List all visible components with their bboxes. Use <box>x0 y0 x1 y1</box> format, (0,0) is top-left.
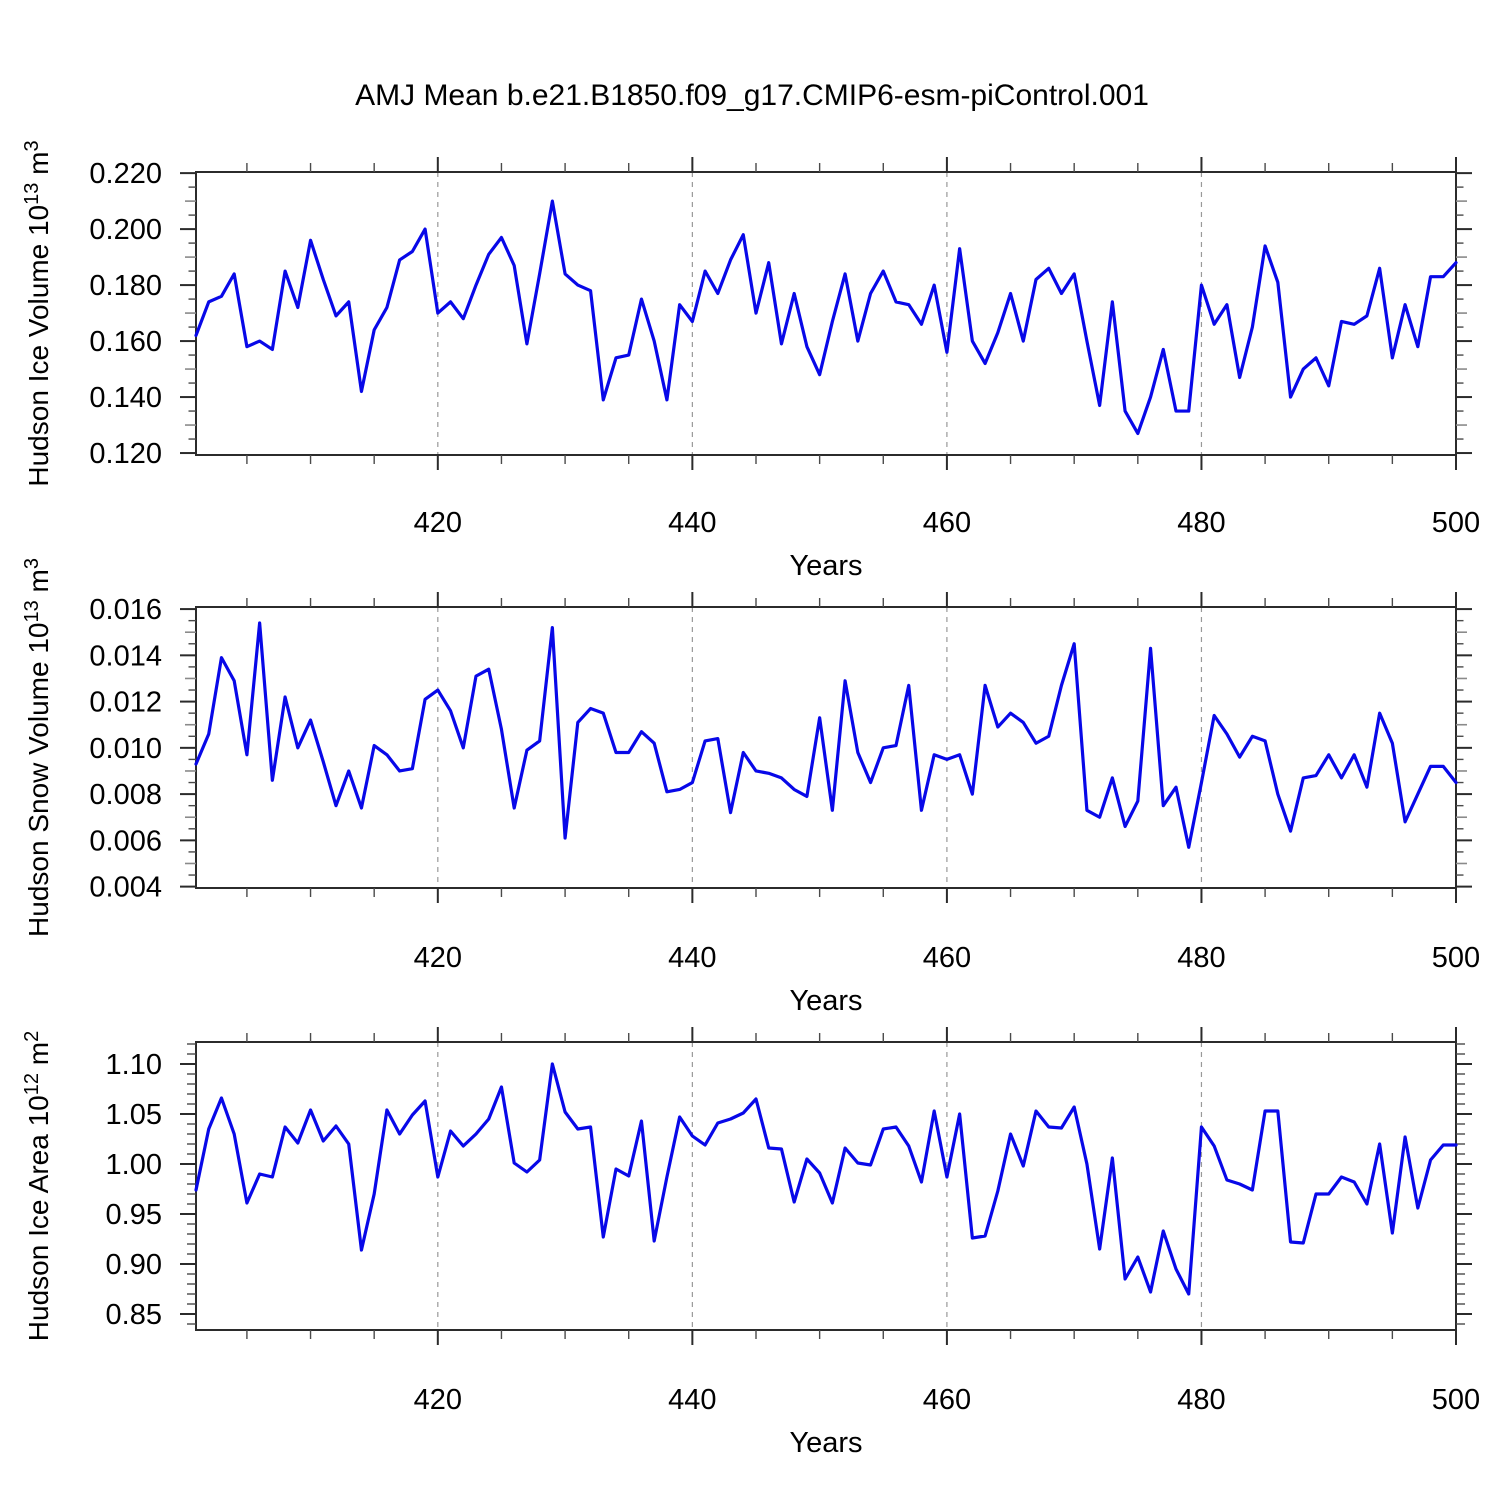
x-tick-label: 440 <box>668 942 716 974</box>
x-axis-title: Years <box>789 985 862 1017</box>
y-axis-title: Hudson Snow Volume 1013 m3 <box>21 558 54 937</box>
x-tick-label: 500 <box>1432 942 1480 974</box>
panel-hudson-snow-volume: 0.004 0.006 0.008 0.010 0.012 0.014 0.016 420 44… <box>21 558 1480 1017</box>
data-line-hudson-snow-volume <box>194 621 1458 849</box>
y-tick-label: 0.200 <box>89 214 162 246</box>
y-axis-title: Hudson Ice Area 1012 m2 <box>21 1031 54 1341</box>
x-tick-label: 500 <box>1432 1384 1480 1416</box>
y-tick-label: 0.120 <box>89 438 162 470</box>
y-tick-label: 0.220 <box>89 158 162 190</box>
y-tick-label: 0.95 <box>106 1199 162 1231</box>
x-tick-label: 480 <box>1177 1384 1225 1416</box>
figure-title: AMJ Mean b.e21.B1850.f09_g17.CMIP6-esm-p… <box>355 79 1149 112</box>
x-tick-label: 420 <box>414 942 462 974</box>
x-tick-label: 420 <box>414 1384 462 1416</box>
x-axis-title: Years <box>789 550 862 582</box>
x-tick-label: 460 <box>923 1384 971 1416</box>
y-tick-label: 1.00 <box>106 1149 162 1181</box>
y-tick-label: 0.004 <box>89 872 162 904</box>
x-tick-label: 500 <box>1432 507 1480 539</box>
x-axis-title: Years <box>789 1427 862 1459</box>
x-tick-label: 440 <box>668 507 716 539</box>
y-tick-label: 0.012 <box>89 687 162 719</box>
data-line-hudson-ice-volume <box>194 199 1458 436</box>
x-tick-label: 460 <box>923 942 971 974</box>
y-tick-label: 1.10 <box>106 1049 162 1081</box>
data-line-hudson-ice-area <box>194 1062 1458 1296</box>
y-tick-label: 0.140 <box>89 382 162 414</box>
y-tick-label: 0.008 <box>89 779 162 811</box>
x-tick-label: 480 <box>1177 942 1225 974</box>
y-tick-label: 0.85 <box>106 1299 162 1331</box>
y-tick-label: 0.006 <box>89 825 162 857</box>
y-tick-label: 0.180 <box>89 270 162 302</box>
x-tick-label: 480 <box>1177 507 1225 539</box>
y-tick-label: 0.014 <box>89 640 162 672</box>
panels-group: 0.120 0.140 0.160 0.180 0.200 0.220 420 440 460 4… <box>21 140 1480 1459</box>
panel-hudson-ice-volume: 0.120 0.140 0.160 0.180 0.200 0.220 420 440 460 4… <box>21 140 1480 582</box>
x-tick-label: 460 <box>923 507 971 539</box>
y-tick-label: 0.010 <box>89 733 162 765</box>
y-tick-label: 0.016 <box>89 594 162 626</box>
x-tick-label: 440 <box>668 1384 716 1416</box>
y-tick-label: 0.160 <box>89 326 162 358</box>
y-tick-label: 0.90 <box>106 1249 162 1281</box>
y-tick-label: 1.05 <box>106 1099 162 1131</box>
y-axis-title: Hudson Ice Volume 1013 m3 <box>21 140 54 486</box>
panel-hudson-ice-area: 0.85 0.90 0.95 1.00 1.05 1.10 420 440 460 480 500 Y… <box>21 1027 1480 1459</box>
x-tick-label: 420 <box>414 507 462 539</box>
